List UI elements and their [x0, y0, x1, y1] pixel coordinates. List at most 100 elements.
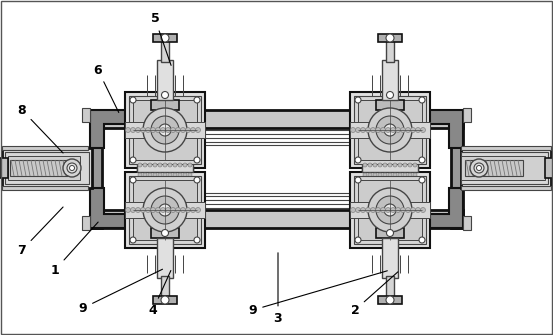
Circle shape [180, 207, 185, 212]
Circle shape [398, 173, 402, 177]
Bar [125, 172, 205, 248]
Circle shape [470, 159, 488, 177]
Circle shape [371, 207, 375, 212]
Circle shape [140, 128, 145, 133]
Bar [125, 92, 205, 168]
Bar [463, 216, 471, 230]
Bar [461, 148, 551, 188]
Circle shape [413, 163, 417, 167]
Circle shape [363, 163, 367, 167]
Circle shape [380, 207, 385, 212]
Bar [354, 96, 426, 164]
Circle shape [385, 207, 390, 212]
Circle shape [70, 165, 75, 171]
Circle shape [161, 229, 169, 237]
Circle shape [375, 128, 380, 133]
Bar [354, 176, 426, 244]
Circle shape [410, 128, 415, 133]
Text: 2: 2 [351, 272, 398, 317]
Circle shape [185, 128, 190, 133]
Circle shape [143, 108, 187, 152]
Circle shape [148, 163, 152, 167]
Circle shape [150, 128, 155, 133]
Circle shape [183, 173, 187, 177]
Bar [161, 276, 169, 298]
Circle shape [159, 204, 171, 216]
Circle shape [194, 97, 200, 103]
Circle shape [161, 296, 169, 304]
Circle shape [378, 173, 382, 177]
Bar [151, 228, 179, 238]
Circle shape [351, 207, 356, 212]
Bar [8, 156, 80, 180]
Circle shape [395, 207, 400, 212]
Circle shape [153, 163, 157, 167]
Circle shape [185, 207, 190, 212]
Circle shape [373, 173, 377, 177]
Text: 1: 1 [51, 222, 98, 276]
Circle shape [398, 163, 402, 167]
Circle shape [405, 128, 410, 133]
Bar [451, 110, 463, 228]
Circle shape [419, 97, 425, 103]
Bar [370, 148, 410, 158]
Circle shape [385, 128, 390, 133]
Circle shape [361, 207, 366, 212]
Circle shape [151, 196, 179, 224]
Circle shape [361, 128, 366, 133]
Circle shape [194, 177, 200, 183]
Circle shape [196, 128, 201, 133]
Circle shape [160, 207, 165, 212]
Circle shape [368, 163, 372, 167]
Circle shape [159, 124, 171, 136]
Bar [461, 156, 545, 180]
Circle shape [163, 173, 167, 177]
Bar [350, 172, 430, 248]
Bar [465, 160, 523, 176]
Circle shape [173, 173, 177, 177]
Circle shape [375, 207, 380, 212]
Circle shape [160, 128, 165, 133]
Circle shape [165, 207, 170, 212]
Circle shape [419, 157, 425, 163]
Bar [386, 40, 394, 62]
Circle shape [67, 163, 77, 173]
Circle shape [145, 207, 150, 212]
Bar [157, 60, 173, 100]
Circle shape [474, 163, 484, 173]
Bar [129, 96, 201, 164]
Circle shape [403, 163, 407, 167]
Circle shape [387, 229, 394, 237]
Bar [137, 158, 193, 172]
Circle shape [175, 128, 180, 133]
Circle shape [180, 128, 185, 133]
Circle shape [138, 173, 142, 177]
Circle shape [155, 207, 160, 212]
Circle shape [173, 163, 177, 167]
Bar [376, 100, 404, 110]
Bar [125, 202, 205, 218]
Circle shape [355, 177, 361, 183]
Circle shape [395, 128, 400, 133]
Bar [145, 148, 185, 158]
Bar [153, 34, 177, 42]
Circle shape [194, 237, 200, 243]
Circle shape [130, 157, 136, 163]
Circle shape [419, 237, 425, 243]
Circle shape [126, 128, 131, 133]
Circle shape [368, 108, 412, 152]
Circle shape [388, 173, 392, 177]
Circle shape [351, 128, 356, 133]
Bar [350, 202, 430, 218]
Bar [2, 186, 88, 190]
Circle shape [419, 177, 425, 183]
Circle shape [410, 207, 415, 212]
Bar [461, 186, 551, 190]
Bar [90, 210, 463, 228]
Bar [378, 34, 402, 42]
Circle shape [161, 34, 169, 42]
Text: 8: 8 [18, 104, 63, 153]
Circle shape [151, 116, 179, 144]
Bar [370, 182, 410, 192]
Circle shape [126, 207, 131, 212]
